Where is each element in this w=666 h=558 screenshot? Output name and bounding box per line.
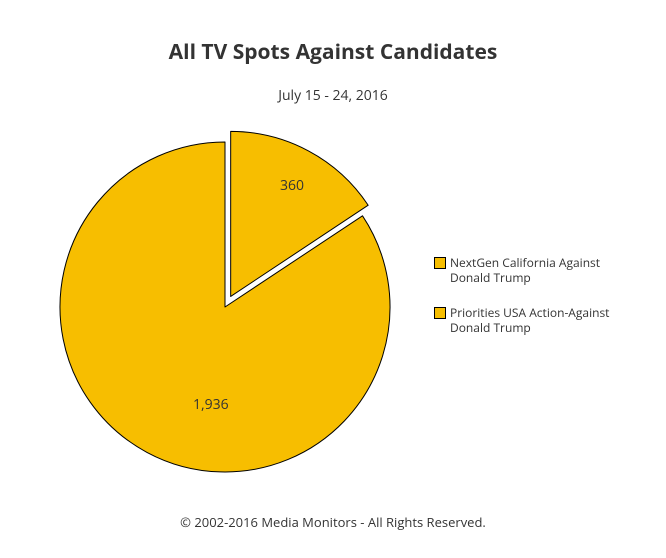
chart-container: All TV Spots Against Candidates July 15 … [0,0,666,558]
legend-item-1: Priorities USA Action-AgainstDonald Trum… [434,305,609,335]
slice-label-1: 1,936 [193,395,229,414]
legend-item-0: NextGen California AgainstDonald Trump [434,255,609,285]
footer-text: © 2002-2016 Media Monitors - All Rights … [0,513,666,531]
slice-label-0: 360 [280,176,304,195]
legend: NextGen California AgainstDonald Trump Pr… [434,255,609,355]
legend-label: Priorities USA Action-AgainstDonald Trum… [450,305,609,335]
legend-label: NextGen California AgainstDonald Trump [450,255,600,285]
legend-swatch-icon [434,307,446,319]
legend-swatch-icon [434,257,446,269]
